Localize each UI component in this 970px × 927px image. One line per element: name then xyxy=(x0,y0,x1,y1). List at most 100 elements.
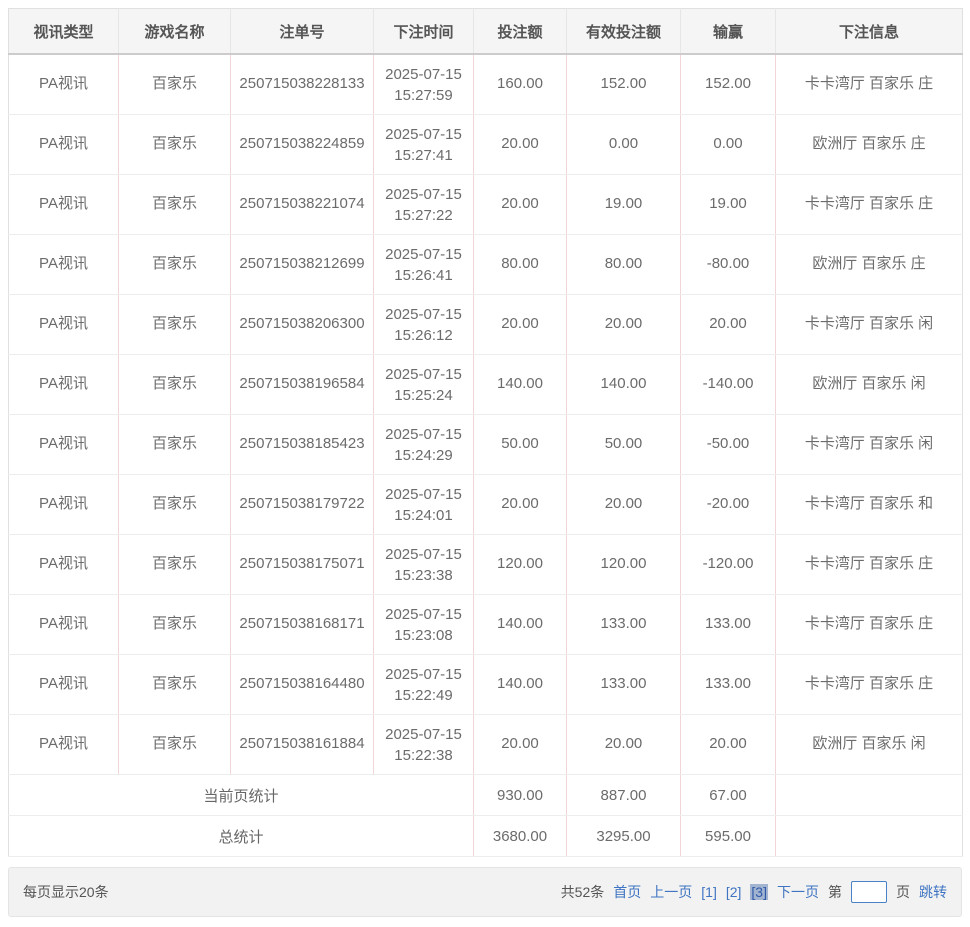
bet-amount-cell: 50.00 xyxy=(473,414,567,475)
bet-time-cell: 2025-07-15 15:26:12 xyxy=(373,294,474,355)
game-name-cell: 百家乐 xyxy=(118,474,231,535)
first-page-link[interactable]: 首页 xyxy=(613,884,642,900)
valid-bet-amount-cell: 140.00 xyxy=(566,354,681,415)
page-summary-row: 当前页统计 930.00 887.00 67.00 xyxy=(8,774,963,816)
page-jump-input[interactable] xyxy=(851,881,887,903)
column-header-bet-time: 下注时间 xyxy=(373,8,474,55)
bet-info-cell: 卡卡湾厅 百家乐 庄 xyxy=(775,594,963,655)
bet-amount-cell: 140.00 xyxy=(473,594,567,655)
bet-info-cell: 卡卡湾厅 百家乐 和 xyxy=(775,474,963,535)
valid-bet-amount-cell: 20.00 xyxy=(566,294,681,355)
game-name-cell: 百家乐 xyxy=(118,294,231,355)
bet-time-line: 15:27:41 xyxy=(394,146,453,164)
video-type-cell: PA视讯 xyxy=(8,594,119,655)
win-loss-cell: 19.00 xyxy=(680,174,776,235)
table-row: PA视讯 百家乐 250715038185423 2025-07-15 15:24:29… xyxy=(8,414,963,475)
jump-after-label: 页 xyxy=(896,884,910,900)
bet-amount-cell: 120.00 xyxy=(473,534,567,595)
page-summary-valid-bet-amount: 887.00 xyxy=(566,774,681,816)
game-name-cell: 百家乐 xyxy=(118,54,231,115)
order-no-cell: 250715038175071 xyxy=(230,534,374,595)
win-loss-cell: -140.00 xyxy=(680,354,776,415)
bet-date-line: 2025-07-15 xyxy=(385,485,462,503)
win-loss-cell: 20.00 xyxy=(680,714,776,775)
valid-bet-amount-cell: 0.00 xyxy=(566,114,681,175)
game-name-cell: 百家乐 xyxy=(118,594,231,655)
bet-info-cell: 欧洲厅 百家乐 闲 xyxy=(775,354,963,415)
game-name-cell: 百家乐 xyxy=(118,174,231,235)
bet-amount-cell: 20.00 xyxy=(473,174,567,235)
bet-amount-cell: 160.00 xyxy=(473,54,567,115)
win-loss-cell: -120.00 xyxy=(680,534,776,595)
page-summary-bet-amount: 930.00 xyxy=(473,774,567,816)
page-link-1[interactable]: [1] xyxy=(701,884,717,900)
bet-records-table: 视讯类型 游戏名称 注单号 下注时间 投注额 有效投注额 输赢 下注信息 PA视… xyxy=(8,8,963,857)
bet-time-cell: 2025-07-15 15:23:08 xyxy=(373,594,474,655)
order-no-cell: 250715038161884 xyxy=(230,714,374,775)
bet-date-line: 2025-07-15 xyxy=(385,185,462,203)
table-row: PA视讯 百家乐 250715038179722 2025-07-15 15:24:01… xyxy=(8,474,963,535)
order-no-cell: 250715038196584 xyxy=(230,354,374,415)
table-row: PA视讯 百家乐 250715038206300 2025-07-15 15:26:12… xyxy=(8,294,963,355)
bet-amount-cell: 140.00 xyxy=(473,654,567,715)
next-page-link[interactable]: 下一页 xyxy=(777,884,819,900)
bet-amount-cell: 140.00 xyxy=(473,354,567,415)
bet-date-line: 2025-07-15 xyxy=(385,125,462,143)
bet-info-cell: 卡卡湾厅 百家乐 庄 xyxy=(775,174,963,235)
bet-time-line: 15:22:49 xyxy=(394,686,453,704)
bet-amount-cell: 20.00 xyxy=(473,294,567,355)
bet-date-line: 2025-07-15 xyxy=(385,245,462,263)
jump-button[interactable]: 跳转 xyxy=(919,884,947,900)
win-loss-cell: -50.00 xyxy=(680,414,776,475)
game-name-cell: 百家乐 xyxy=(118,714,231,775)
pagination-bar: 每页显示20条 共52条 首页 上一页 [1] [2] [3] 下一页 第 页 … xyxy=(8,867,962,917)
bet-amount-cell: 80.00 xyxy=(473,234,567,295)
table-row: PA视讯 百家乐 250715038168171 2025-07-15 15:23:08… xyxy=(8,594,963,655)
bet-time-cell: 2025-07-15 15:27:22 xyxy=(373,174,474,235)
bet-time-cell: 2025-07-15 15:25:24 xyxy=(373,354,474,415)
column-header-video-type: 视讯类型 xyxy=(8,8,119,55)
valid-bet-amount-cell: 133.00 xyxy=(566,594,681,655)
header-row: 视讯类型 游戏名称 注单号 下注时间 投注额 有效投注额 输赢 下注信息 xyxy=(8,8,963,55)
bet-time-cell: 2025-07-15 15:24:01 xyxy=(373,474,474,535)
order-no-cell: 250715038206300 xyxy=(230,294,374,355)
column-header-win-loss: 输赢 xyxy=(680,8,776,55)
bet-time-cell: 2025-07-15 15:27:41 xyxy=(373,114,474,175)
video-type-cell: PA视讯 xyxy=(8,354,119,415)
video-type-cell: PA视讯 xyxy=(8,654,119,715)
bet-info-cell: 欧洲厅 百家乐 庄 xyxy=(775,234,963,295)
bet-info-cell: 卡卡湾厅 百家乐 庄 xyxy=(775,534,963,595)
win-loss-cell: 152.00 xyxy=(680,54,776,115)
bet-info-cell: 卡卡湾厅 百家乐 闲 xyxy=(775,294,963,355)
bet-date-line: 2025-07-15 xyxy=(385,605,462,623)
total-summary-bet-info xyxy=(775,815,963,857)
column-header-bet-info: 下注信息 xyxy=(775,8,963,55)
win-loss-cell: 133.00 xyxy=(680,594,776,655)
valid-bet-amount-cell: 80.00 xyxy=(566,234,681,295)
game-name-cell: 百家乐 xyxy=(118,234,231,295)
valid-bet-amount-cell: 50.00 xyxy=(566,414,681,475)
bet-time-line: 15:27:22 xyxy=(394,206,453,224)
page-link-3-current[interactable]: [3] xyxy=(750,884,768,900)
page-summary-bet-info xyxy=(775,774,963,816)
game-name-cell: 百家乐 xyxy=(118,654,231,715)
table-row: PA视讯 百家乐 250715038228133 2025-07-15 15:27:59… xyxy=(8,54,963,115)
table-row: PA视讯 百家乐 250715038224859 2025-07-15 15:27:41… xyxy=(8,114,963,175)
table-row: PA视讯 百家乐 250715038164480 2025-07-15 15:22:49… xyxy=(8,654,963,715)
prev-page-link[interactable]: 上一页 xyxy=(650,884,693,900)
total-summary-bet-amount: 3680.00 xyxy=(473,815,567,857)
video-type-cell: PA视讯 xyxy=(8,174,119,235)
order-no-cell: 250715038168171 xyxy=(230,594,374,655)
valid-bet-amount-cell: 120.00 xyxy=(566,534,681,595)
page-link-2[interactable]: [2] xyxy=(725,884,742,900)
bet-info-cell: 卡卡湾厅 百家乐 庄 xyxy=(775,654,963,715)
table-row: PA视讯 百家乐 250715038175071 2025-07-15 15:23:38… xyxy=(8,534,963,595)
table-header: 视讯类型 游戏名称 注单号 下注时间 投注额 有效投注额 输赢 下注信息 xyxy=(8,8,963,55)
video-type-cell: PA视讯 xyxy=(8,294,119,355)
column-header-bet-amount: 投注额 xyxy=(473,8,567,55)
valid-bet-amount-cell: 133.00 xyxy=(566,654,681,715)
bet-date-line: 2025-07-15 xyxy=(385,305,462,323)
column-header-order-no: 注单号 xyxy=(230,8,374,55)
valid-bet-amount-cell: 20.00 xyxy=(566,474,681,535)
bet-time-cell: 2025-07-15 15:27:59 xyxy=(373,54,474,115)
